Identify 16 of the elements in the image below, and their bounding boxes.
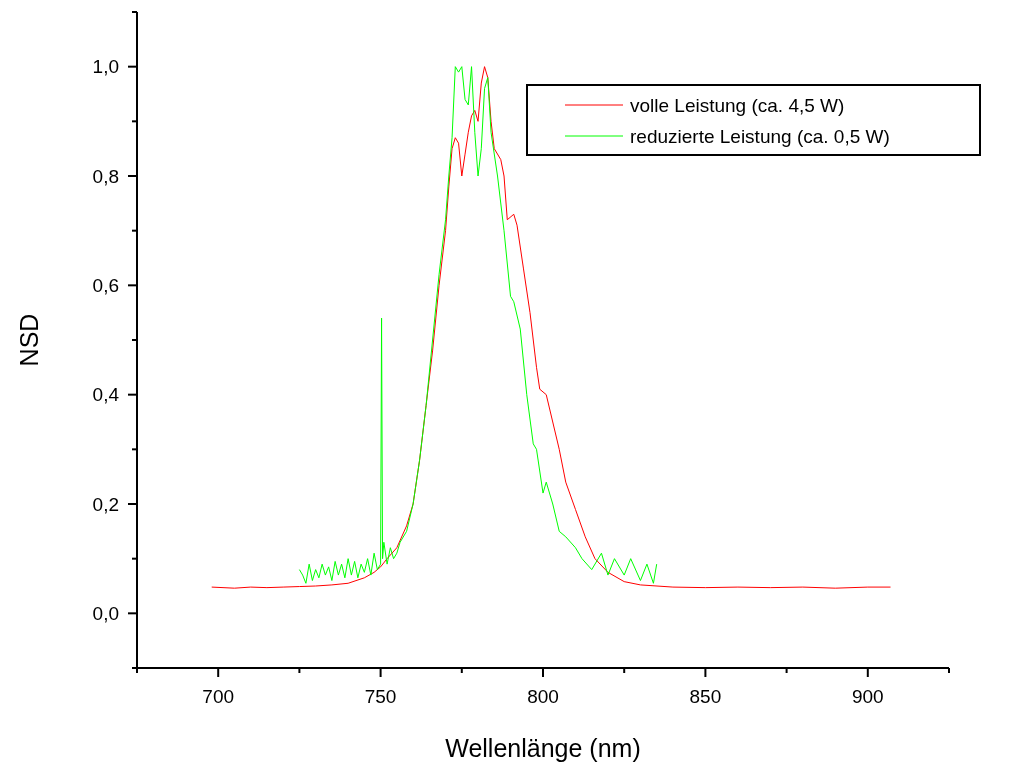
y-axis-title: NSD bbox=[15, 313, 43, 367]
x-tick-label: 700 bbox=[202, 686, 235, 707]
y-tick-label: 0,6 bbox=[92, 274, 119, 296]
x-tick-label: 800 bbox=[527, 686, 559, 707]
x-tick-label: 850 bbox=[689, 686, 722, 707]
x-axis-title: Wellenlänge (nm) bbox=[445, 734, 641, 762]
legend-label: reduzierte Leistung (ca. 0,5 W) bbox=[630, 125, 890, 147]
y-tick-label: 0,0 bbox=[92, 602, 119, 624]
x-tick-label: 900 bbox=[851, 686, 884, 707]
y-tick-label: 0,4 bbox=[92, 384, 120, 406]
y-tick-label: 1,0 bbox=[92, 56, 119, 78]
legend-label: volle Leistung (ca. 4,5 W) bbox=[630, 94, 845, 116]
y-tick-label: 0,2 bbox=[92, 493, 119, 515]
line-series bbox=[211, 66, 892, 589]
x-tick-label: 750 bbox=[364, 686, 397, 707]
y-tick-label: 0,8 bbox=[92, 165, 119, 187]
